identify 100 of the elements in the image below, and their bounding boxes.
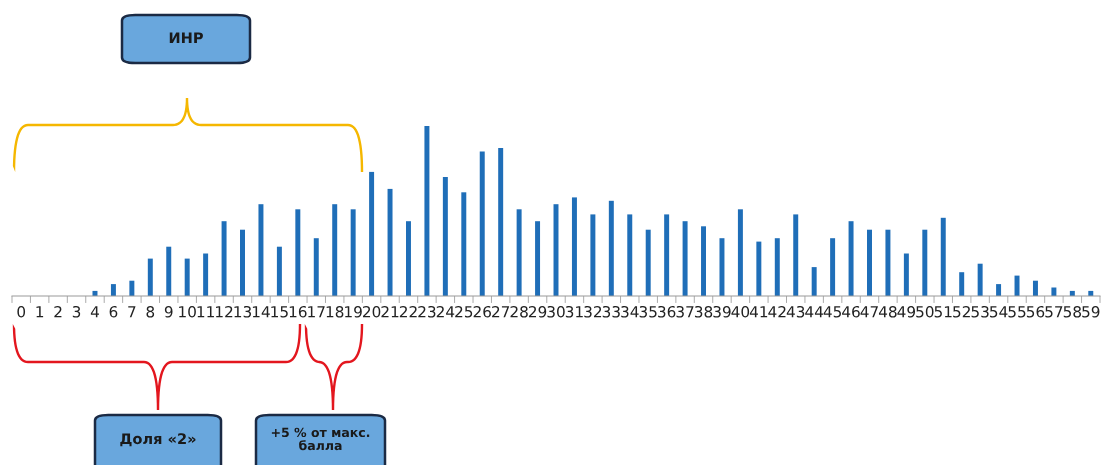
text: ИНР [169,32,203,44]
bar [774,238,780,296]
bar [867,229,872,296]
x-tick-label: 34 [621,305,639,318]
bar [627,214,633,296]
x-tick-label: 50 [916,305,934,318]
bar [369,171,375,296]
bar [959,272,965,296]
bar [221,221,227,296]
x-tick-label: 55 [1008,306,1026,318]
bar [405,221,411,296]
bar [295,209,301,296]
bar [811,267,817,296]
x-tick-label: 41 [749,306,768,318]
x-tick-label: 6 [109,305,118,318]
x-tick-label: 24 [436,305,455,318]
x-tick-label: 7 [128,306,136,318]
x-tick-label: 19 [345,305,362,318]
x-tick-label: 31 [565,305,583,318]
x-tick-label: 46 [842,305,860,318]
bar [996,284,1002,296]
bar [313,238,319,296]
bar [830,238,836,296]
x-tick-label: 45 [823,306,841,318]
bar [645,229,651,296]
x-tick-label: 58 [1063,305,1082,318]
bar [350,209,356,296]
bar [276,246,282,296]
x-tick-label: 43 [786,305,805,318]
x-tick-label: 14 [252,306,270,318]
x-tick-label: 59 [1082,305,1100,318]
bar [885,229,891,296]
bar [608,200,614,296]
x-tick-label: 2 [54,305,62,318]
x-tick-label: 42 [768,305,786,318]
x-tick-label: 57 [1045,306,1063,318]
x-tick-label: 16 [289,305,307,318]
text: +5 % от макс. балла [271,427,370,451]
x-tick-label: 30 [547,305,565,318]
bar [129,280,135,296]
x-tick-label: 52 [953,305,970,318]
x-tick-label: 9 [164,305,173,318]
x-tick-label: 26 [473,305,491,318]
bar [258,204,264,296]
x-tick-label: 54 [990,306,1008,318]
x-tick-label: 25 [455,305,473,318]
bar [590,214,596,296]
x-tick-label: 32 [584,305,602,318]
bar [110,284,116,296]
bar [387,188,393,296]
x-tick-label: 22 [399,305,417,318]
bar [166,246,172,296]
x-tick-label: 13 [234,305,251,318]
bar [1032,280,1038,296]
x-tick-label: 40 [731,305,750,318]
x-tick-label: 35 [639,305,657,318]
x-tick-label: 8 [146,305,155,318]
bar [756,241,762,296]
x-tick-label: 3 [72,305,81,318]
bar [719,238,725,296]
x-tick-label: 0 [17,305,26,318]
x-tick-label: 17 [308,306,325,318]
x-tick-label: 38 [694,305,713,318]
bar [332,204,338,296]
bar [203,253,209,296]
bar [903,253,909,296]
bar [535,221,541,296]
bar [571,197,577,296]
bar [940,217,946,296]
x-tick-label: 56 [1026,305,1045,318]
bar [682,221,688,296]
x-tick-label: 20 [362,305,381,318]
x-tick-label: 12 [216,305,233,318]
bar [848,221,854,296]
x-tick-label: 39 [713,305,731,318]
bar [793,214,799,296]
x-tick-label: 1 [36,306,44,318]
x-tick-label: 51 [934,306,952,318]
bar [498,148,504,296]
x-tick-label: 21 [381,305,399,318]
bar [664,214,670,296]
bar [737,209,743,296]
x-tick-label: 15 [271,306,288,318]
x-tick-label: 48 [878,305,897,318]
x-tick-label: 23 [418,305,436,318]
bar [184,258,190,296]
x-tick-label: 36 [658,305,676,318]
x-tick-label: 49 [897,305,916,318]
x-tick-label: 4 [90,306,99,318]
bar [424,126,430,296]
bar [461,192,467,296]
x-tick-label: 44 [805,306,824,318]
bar [977,263,983,296]
x-tick-label: 47 [860,306,878,318]
text: Доля «2» [120,433,196,447]
bar [479,151,485,296]
bar [442,177,448,296]
x-tick-label: 37 [676,305,694,318]
bar [516,209,522,296]
x-tick-label: 11 [197,306,214,318]
